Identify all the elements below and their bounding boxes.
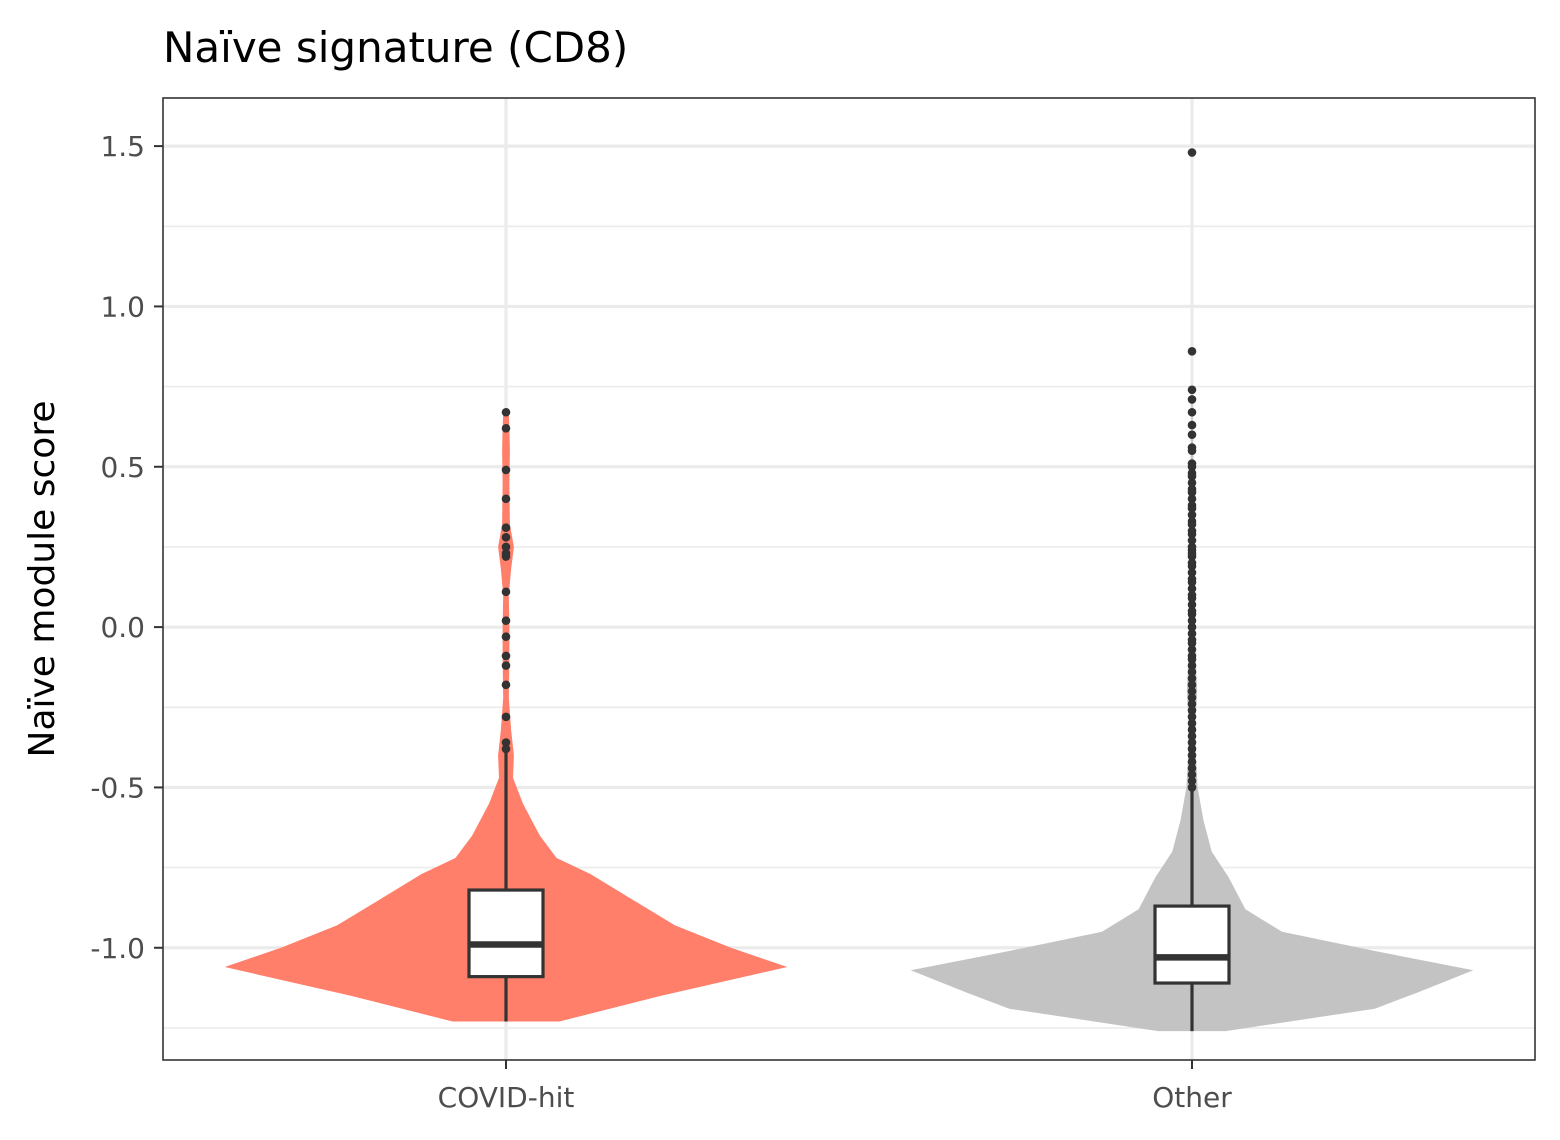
outlier-point [1187, 420, 1197, 430]
outlier-point [1187, 680, 1197, 690]
outlier-point [1187, 446, 1197, 456]
outlier-point [1187, 395, 1197, 404]
outlier-point [1187, 638, 1197, 648]
outlier-point [1187, 430, 1197, 440]
outlier-point [1187, 520, 1197, 529]
outlier-point [1187, 510, 1197, 520]
outlier-point [1187, 719, 1197, 728]
outlier-point [1187, 757, 1197, 767]
outlier-point [1187, 561, 1197, 571]
outlier-point [1187, 148, 1197, 157]
outlier-point [1187, 536, 1197, 545]
box-iqr [1153, 904, 1231, 985]
outlier-point [501, 632, 511, 642]
outlier-point [501, 533, 511, 542]
outlier-point [1187, 770, 1197, 779]
outlier-point [1187, 645, 1197, 654]
outlier-point [1187, 504, 1197, 513]
outlier-point [501, 616, 511, 625]
outlier-point [1187, 609, 1197, 619]
outlier-point [1187, 738, 1197, 747]
outlier-point [501, 465, 511, 475]
outlier-point [1187, 478, 1197, 488]
outliers [501, 148, 1197, 792]
outlier-point [1187, 783, 1197, 792]
outlier-point [1187, 776, 1197, 786]
outlier-point [501, 661, 511, 670]
outlier-point [1187, 462, 1197, 472]
outlier-point [1187, 529, 1197, 539]
x-axis: COVID-hit Other [438, 1060, 1232, 1114]
outlier-point [1187, 674, 1197, 683]
plot-panel [162, 97, 1536, 1061]
outlier-point [501, 494, 511, 504]
outlier-point [501, 744, 511, 754]
outlier-point [1187, 552, 1197, 561]
outlier-point [1187, 568, 1197, 577]
y-tick-label: 0.0 [100, 611, 145, 644]
outlier-point [501, 542, 511, 552]
outlier-point [501, 712, 511, 722]
outlier-point [1187, 622, 1197, 632]
chart-title: Naïve signature (CD8) [163, 23, 628, 72]
y-axis-label: Naïve module score [22, 401, 63, 758]
y-tick-label: 1.0 [100, 290, 145, 323]
grid-minor [163, 225, 1535, 1029]
outlier-point [1187, 584, 1197, 593]
outlier-point [1187, 600, 1197, 609]
outlier-point [501, 680, 511, 690]
box-iqr [467, 888, 545, 979]
outlier-point [1187, 347, 1197, 356]
outlier-point [501, 738, 511, 747]
outlier-point [1187, 699, 1197, 709]
outlier-point [1187, 712, 1197, 722]
boxplots [467, 752, 1231, 1032]
y-axis: -1.0 -0.5 0.0 0.5 1.0 1.5 [90, 130, 163, 965]
outlier-point [1187, 693, 1197, 702]
outlier-point [1187, 686, 1197, 696]
outlier-point [1187, 706, 1197, 715]
outlier-point [501, 651, 511, 661]
outlier-point [1187, 744, 1197, 754]
outlier-point [1187, 488, 1197, 497]
y-tick-label: -1.0 [90, 932, 145, 965]
outlier-point [501, 552, 511, 561]
outlier-point [1187, 654, 1197, 664]
y-tick-label: 0.5 [100, 451, 145, 484]
outlier-point [501, 523, 511, 532]
outlier-point [1187, 385, 1197, 395]
panel-border [162, 97, 1536, 1061]
outlier-point [1187, 667, 1197, 677]
outlier-point [1187, 629, 1197, 638]
outlier-point [1187, 763, 1197, 773]
outlier-point [1187, 751, 1197, 760]
outlier-point [501, 423, 511, 433]
outlier-point [1187, 494, 1197, 504]
outlier-point [1187, 577, 1197, 587]
x-tick-label: Other [1152, 1081, 1232, 1114]
outlier-point [501, 587, 511, 597]
outlier-point [1187, 731, 1197, 741]
y-tick-label: 1.5 [100, 130, 145, 163]
outlier-point [1187, 593, 1197, 603]
outlier-point [501, 407, 511, 417]
outlier-point [1187, 616, 1197, 625]
x-tick-label: COVID-hit [438, 1081, 575, 1114]
outlier-point [1187, 725, 1197, 735]
y-tick-label: -0.5 [90, 771, 145, 804]
outlier-point [1187, 407, 1197, 417]
outlier-point [1187, 661, 1197, 670]
outlier-point [1187, 472, 1197, 481]
